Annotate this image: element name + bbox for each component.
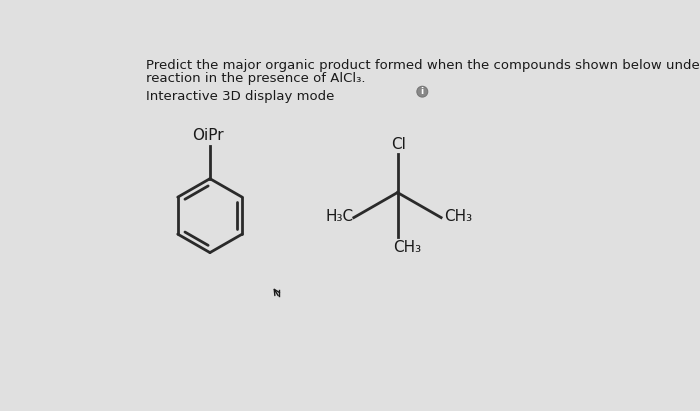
Text: Interactive 3D display mode: Interactive 3D display mode: [146, 90, 334, 103]
Text: i: i: [421, 87, 424, 96]
Text: reaction in the presence of AlCl₃.: reaction in the presence of AlCl₃.: [146, 72, 365, 85]
Text: Predict the major organic product formed when the compounds shown below undergo : Predict the major organic product formed…: [146, 59, 700, 72]
Circle shape: [417, 86, 428, 97]
Text: CH₃: CH₃: [444, 208, 472, 224]
Text: Cl: Cl: [391, 137, 406, 152]
Text: CH₃: CH₃: [393, 240, 421, 254]
Text: OiPr: OiPr: [193, 128, 224, 143]
Text: H₃C: H₃C: [326, 208, 354, 224]
